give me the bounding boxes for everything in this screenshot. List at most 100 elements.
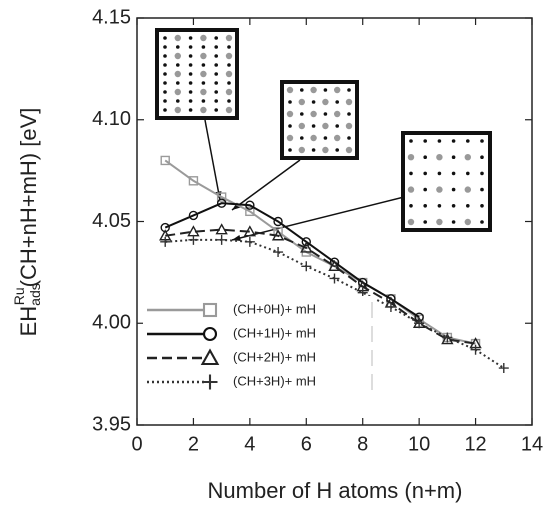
legend-marker xyxy=(202,326,218,342)
inset-dot xyxy=(423,220,428,224)
x-axis-label: Number of H atoms (n+m) xyxy=(208,478,463,503)
inset-dot xyxy=(345,146,353,154)
inset-dot xyxy=(214,108,218,112)
inset-dot xyxy=(464,218,471,226)
inset-dot xyxy=(480,155,484,159)
marker xyxy=(216,234,227,245)
inset-dot xyxy=(464,154,471,161)
inset-dot xyxy=(407,154,415,161)
inset-dot xyxy=(423,187,428,192)
marker xyxy=(271,229,285,241)
marker xyxy=(329,273,340,284)
marker xyxy=(273,216,283,227)
marker xyxy=(498,363,509,374)
legend: (CH+0H)+ mH (CH+1H)+ mH (CH+2H)+ mH (CH+3H)… xyxy=(143,296,375,398)
marker xyxy=(160,236,171,247)
inset-dot xyxy=(451,204,456,208)
inset-dot xyxy=(407,186,415,193)
marker xyxy=(385,301,396,312)
inset-dot xyxy=(163,36,167,40)
marker xyxy=(442,332,453,343)
inset-dot xyxy=(347,112,351,116)
inset-dot xyxy=(214,90,218,94)
inset-dot xyxy=(188,36,193,40)
inset-dot xyxy=(201,81,206,85)
y-axis-label: EHadsRu(CH+nH+mH) [eV] xyxy=(11,108,43,337)
inset-dot xyxy=(423,139,428,143)
inset-dot xyxy=(300,136,304,140)
inset-dot xyxy=(466,171,470,176)
legend-marker xyxy=(202,302,218,318)
inset-dot xyxy=(163,54,167,58)
inset-dot xyxy=(225,70,233,78)
legend-marker xyxy=(202,374,218,390)
series-line xyxy=(164,202,420,318)
inset-dot xyxy=(200,52,207,60)
inset-dot xyxy=(480,220,484,224)
inset-dot xyxy=(286,110,294,118)
inset-dot xyxy=(436,218,443,226)
inset-dot xyxy=(409,139,413,143)
marker xyxy=(160,155,170,166)
inset-dot xyxy=(347,88,351,92)
inset-dot xyxy=(409,204,413,208)
inset-dot xyxy=(334,86,341,94)
inset-dot xyxy=(214,72,218,76)
inset-dot xyxy=(201,45,206,49)
inset-dot xyxy=(451,187,456,192)
inset-dot xyxy=(286,134,294,142)
inset-dot xyxy=(200,34,207,42)
marker xyxy=(329,257,340,267)
inset-dot xyxy=(311,148,316,152)
inset-dot xyxy=(227,81,231,85)
marker xyxy=(188,234,199,245)
inset-dot xyxy=(188,72,193,76)
x-tick-label: 6 xyxy=(301,433,312,455)
inset-dot xyxy=(323,136,328,140)
inset-dot xyxy=(423,204,428,208)
marker xyxy=(441,333,454,345)
inset-dot xyxy=(176,99,180,103)
inset-dot xyxy=(334,134,341,142)
inset-dot xyxy=(311,124,316,128)
inset-dot xyxy=(298,146,305,154)
inset-dot xyxy=(163,99,167,103)
y-tick-label: 4.15 xyxy=(92,6,131,28)
inset-dot xyxy=(437,171,442,176)
inset-dot xyxy=(322,98,329,106)
inset-dot xyxy=(174,106,181,114)
inset-dot xyxy=(310,86,317,94)
inset-dot xyxy=(214,81,218,85)
marker xyxy=(188,210,199,221)
y-label-sup: Ru xyxy=(11,287,27,305)
inset-dot xyxy=(310,134,317,142)
marker xyxy=(215,223,228,235)
inset-dot xyxy=(407,218,415,226)
inset-dot xyxy=(201,99,206,103)
inset-dot xyxy=(451,171,456,176)
arrow-line xyxy=(231,159,301,211)
marker xyxy=(245,206,255,217)
marker xyxy=(414,318,425,329)
legend-label: (CH+0H)+ mH xyxy=(233,301,316,316)
inset-dot xyxy=(323,88,328,92)
y-tick-label: 4.10 xyxy=(92,108,131,130)
y-tick-label: 4.05 xyxy=(92,210,131,232)
inset-dot xyxy=(436,154,443,161)
inset-dot xyxy=(480,139,484,143)
inset-dot xyxy=(227,45,231,49)
marker xyxy=(470,344,481,355)
inset-dot xyxy=(188,45,193,49)
insets xyxy=(155,28,492,241)
inset-dot xyxy=(335,100,340,104)
x-tick-label: 12 xyxy=(464,433,486,455)
x-tick-label: 2 xyxy=(188,433,199,455)
inset-dot xyxy=(423,155,428,159)
inset-dot xyxy=(163,63,167,67)
inset-dot xyxy=(214,54,218,58)
inset-dot xyxy=(214,36,218,40)
legend-box xyxy=(143,296,375,398)
inset-dot xyxy=(298,122,305,130)
inset-frame xyxy=(155,28,239,120)
